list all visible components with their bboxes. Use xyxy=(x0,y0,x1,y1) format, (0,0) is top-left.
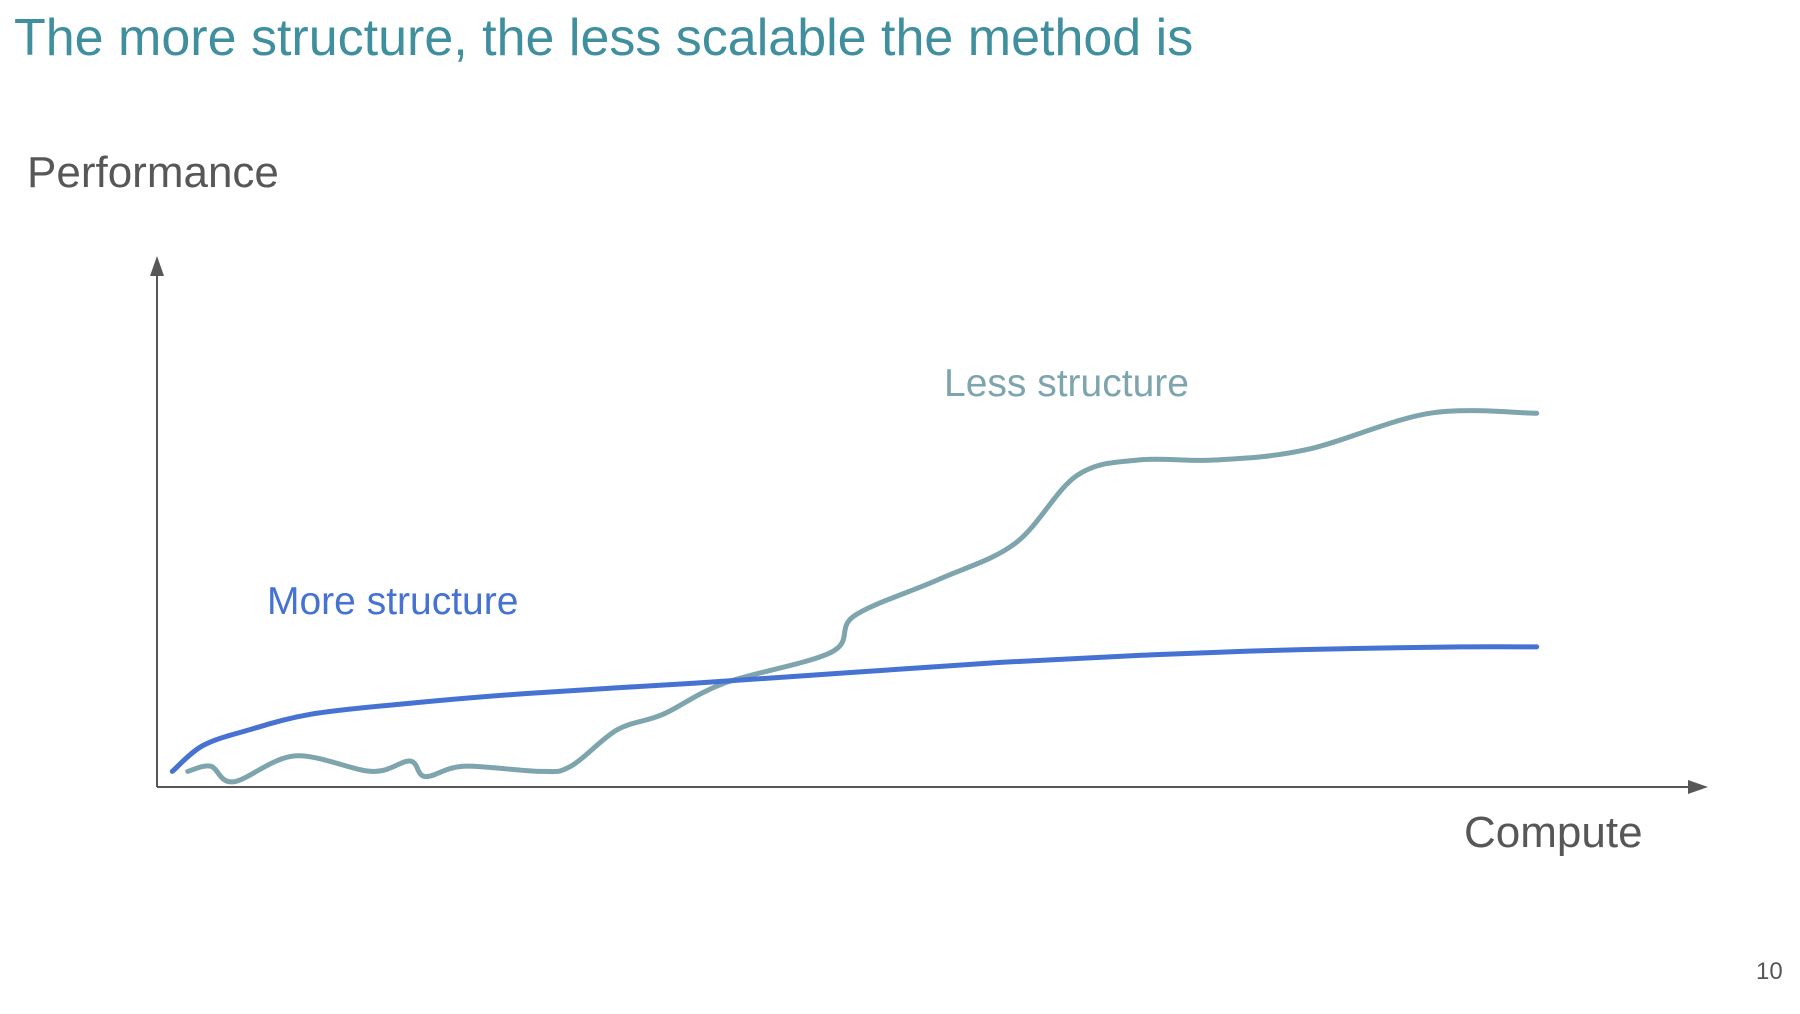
series-line-more-structure xyxy=(169,644,1540,774)
series-line-less-structure xyxy=(185,408,1540,785)
y-axis-arrow-icon xyxy=(150,256,164,276)
series-label-more-structure: More structure xyxy=(267,580,519,623)
y-axis-label: Performance xyxy=(27,148,279,197)
slide-title: The more structure, the less scalable th… xyxy=(14,9,1194,67)
x-axis-arrow-icon xyxy=(1688,780,1708,794)
page-number: 10 xyxy=(1756,958,1783,985)
x-axis-label: Compute xyxy=(1464,808,1643,857)
series-label-less-structure: Less structure xyxy=(944,362,1189,405)
series-layer xyxy=(169,408,1540,785)
